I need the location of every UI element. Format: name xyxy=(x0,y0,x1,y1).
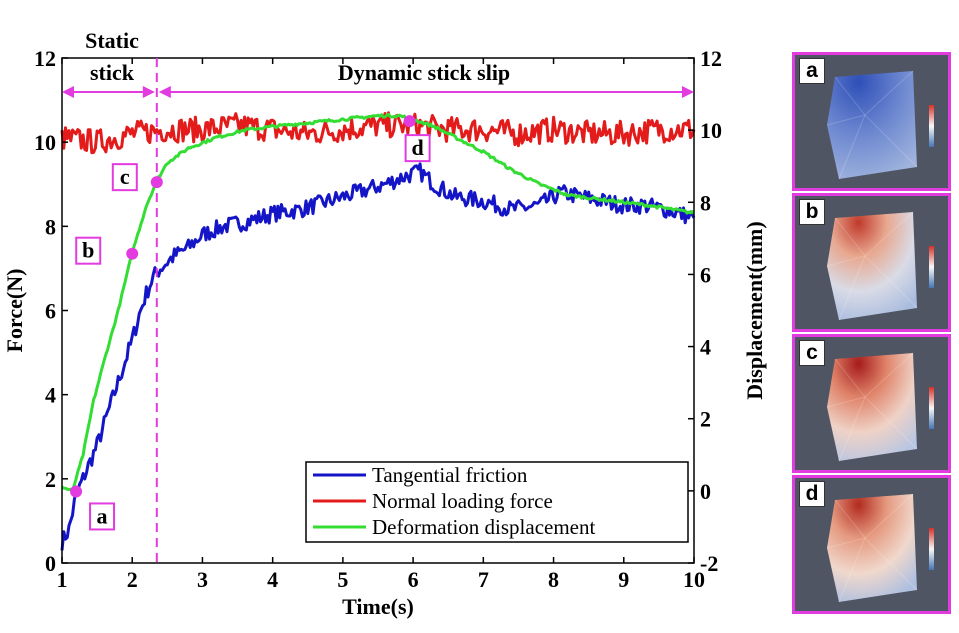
axes: 1 2 3 4 5 6 7 8 9 10024681012-2024681012Time(s)Fo… xyxy=(2,46,767,619)
color-bar xyxy=(929,528,934,570)
x-tick-label-5: 6 xyxy=(408,567,419,592)
y-left-tick-label-3: 6 xyxy=(45,299,56,324)
x-tick-label-3: 4 xyxy=(267,567,278,592)
annotations: Static stick Dynamic stick slip a b c d xyxy=(62,28,694,563)
y-right-tick-label-6: 10 xyxy=(700,118,722,143)
x-tick-label-6: 7 xyxy=(478,567,489,592)
y-right-tick-label-3: 4 xyxy=(700,335,711,360)
y-left-tick-label-4: 8 xyxy=(45,214,56,239)
point-box-d xyxy=(404,134,431,163)
point-label-d: d xyxy=(411,135,423,160)
y-left-tick-label-5: 10 xyxy=(34,130,56,155)
point-marker-d xyxy=(403,115,416,128)
panel-b-image xyxy=(826,211,934,321)
point-box-c xyxy=(111,163,138,192)
point-label-a: a xyxy=(97,503,108,528)
y-right-tick-label-1: 0 xyxy=(700,479,711,504)
mesh-line-3 xyxy=(838,396,866,462)
color-bar xyxy=(929,387,934,429)
color-bar xyxy=(929,246,934,288)
mesh-line-3 xyxy=(838,114,866,180)
panel-c-image xyxy=(826,352,934,462)
x-tick-label-7: 8 xyxy=(548,567,559,592)
y-right-tick-label-4: 6 xyxy=(700,262,711,287)
y-left-tick-label-6: 12 xyxy=(34,46,56,71)
series-line-0 xyxy=(60,162,696,551)
deformation-shape xyxy=(827,212,917,320)
static-label-line2: stick xyxy=(90,60,135,85)
panel-b-label: b xyxy=(799,199,825,225)
legend: Tangential friction Normal loading force… xyxy=(305,461,689,543)
legend-box xyxy=(305,461,689,543)
x-tick-label-4: 5 xyxy=(337,567,348,592)
x-tick-label-0: 1 xyxy=(57,567,68,592)
panel-b: b xyxy=(792,193,951,332)
x-tick-label-9: 10 xyxy=(683,567,705,592)
deformation-shape xyxy=(827,71,917,179)
dynamic-label: Dynamic stick slip xyxy=(338,60,510,85)
legend-label-tangential: Tangential friction xyxy=(372,463,528,487)
panel-c-label: c xyxy=(799,340,825,366)
y-left-tick-label-1: 2 xyxy=(45,467,56,492)
static-label-line1: Static xyxy=(85,28,139,53)
panel-a-label: a xyxy=(799,58,825,84)
point-marker-b xyxy=(126,247,139,260)
y-left-axis-label: Force(N) xyxy=(2,269,27,353)
mesh-line-2 xyxy=(826,537,918,591)
dynamic-arrow-head-left xyxy=(158,86,171,98)
mesh-line-2 xyxy=(826,255,918,309)
panel-d-label: d xyxy=(799,481,825,507)
panel-a: a xyxy=(792,52,951,191)
y-right-tick-label-7: 12 xyxy=(700,46,722,71)
y-right-axis-label: Displacement(mm) xyxy=(742,221,767,399)
point-label-b: b xyxy=(82,238,94,263)
panel-c: c xyxy=(792,334,951,473)
series-line-2 xyxy=(61,112,695,492)
x-tick-label-2: 3 xyxy=(197,567,208,592)
point-marker-c xyxy=(150,176,163,189)
y-right-tick-label-2: 2 xyxy=(700,407,711,432)
dynamic-arrow-head-right xyxy=(682,86,694,98)
mesh-line-3 xyxy=(838,255,866,321)
deformation-shape xyxy=(827,353,917,461)
y-right-tick-label-5: 8 xyxy=(700,190,711,215)
panel-d-image xyxy=(826,493,934,603)
mesh-line-1 xyxy=(834,493,914,539)
mesh-line-3 xyxy=(838,537,866,603)
point-marker-a xyxy=(70,485,83,498)
mesh-line-1 xyxy=(834,211,914,257)
mesh-line-2 xyxy=(826,396,918,450)
point-box-a xyxy=(89,502,116,531)
static-arrow-head-right xyxy=(142,86,155,98)
plot-area xyxy=(60,111,696,551)
legend-label-normal: Normal loading force xyxy=(372,489,553,513)
deformation-shape xyxy=(827,494,917,602)
mesh-line-1 xyxy=(834,352,914,398)
color-bar xyxy=(929,105,934,147)
point-label-c: c xyxy=(120,164,130,189)
panel-d: d xyxy=(792,475,951,614)
point-box-b xyxy=(75,236,102,265)
x-axis-label: Time(s) xyxy=(342,594,414,619)
mesh-line-2 xyxy=(826,114,918,168)
y-left-tick-label-2: 4 xyxy=(45,383,56,408)
mesh-line-1 xyxy=(834,70,914,116)
static-arrow-head-left xyxy=(62,86,74,98)
friction-chart: 1 2 3 4 5 6 7 8 9 10024681012-2024681012Time(s)Fo… xyxy=(2,28,767,619)
series-line-1 xyxy=(60,111,696,155)
y-right-tick-label-0: -2 xyxy=(700,551,718,576)
x-tick-label-1: 2 xyxy=(127,567,138,592)
y-left-tick-label-0: 0 xyxy=(45,551,56,576)
panel-a-image xyxy=(826,70,934,180)
x-tick-label-8: 9 xyxy=(618,567,629,592)
legend-label-deformation: Deformation displacement xyxy=(372,515,596,539)
